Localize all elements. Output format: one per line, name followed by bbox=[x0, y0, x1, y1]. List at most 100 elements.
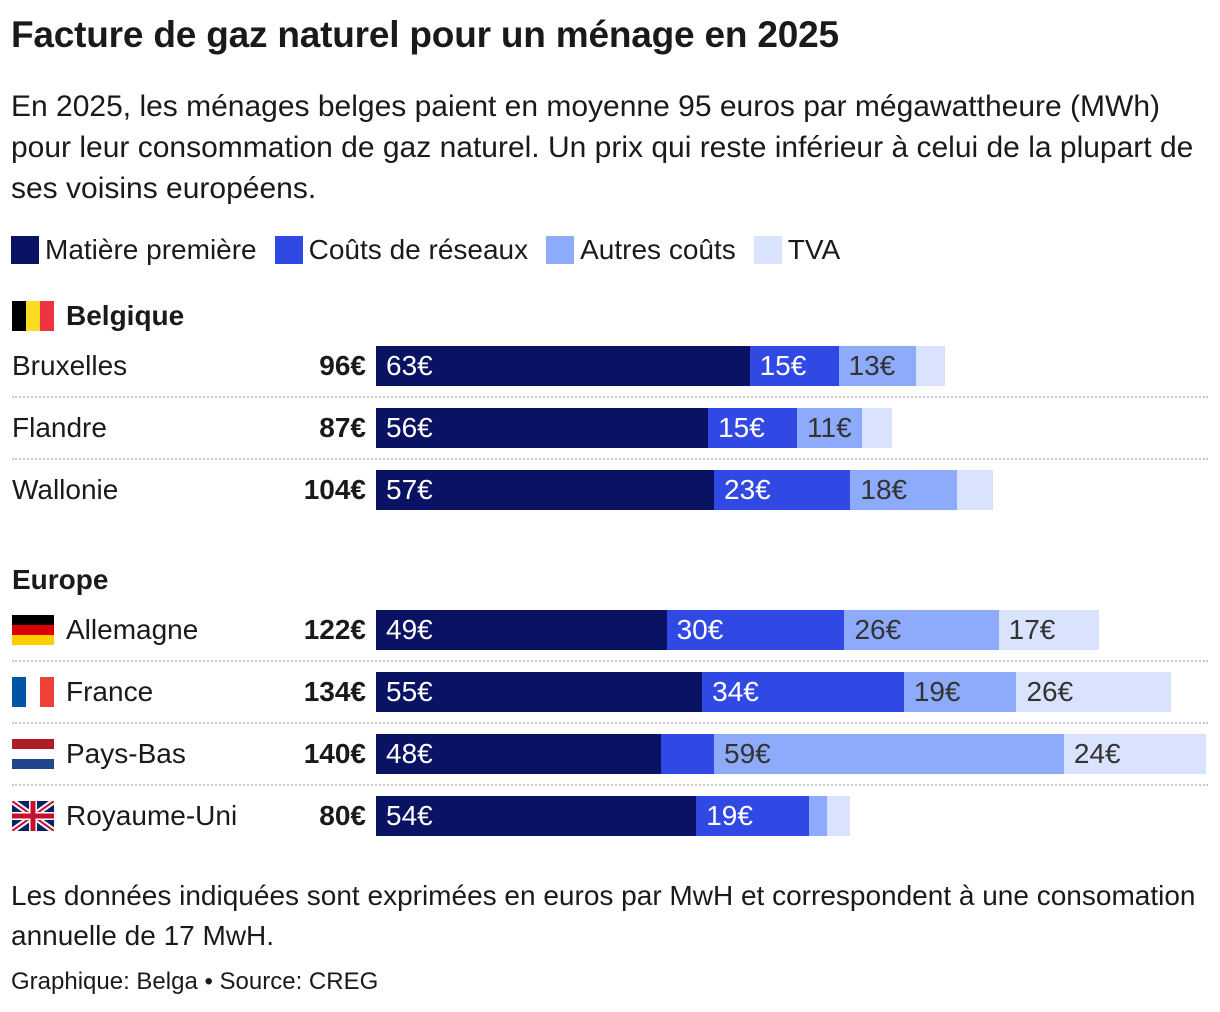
segment-value-label: 26€ bbox=[854, 614, 902, 645]
uk-flag bbox=[12, 801, 54, 831]
row-divider bbox=[12, 722, 1208, 724]
row-label: Flandre bbox=[12, 408, 107, 448]
legend-swatch bbox=[11, 236, 39, 264]
row-label-text: Bruxelles bbox=[12, 350, 128, 381]
stacked-bar: 54€ 19€ bbox=[376, 796, 851, 836]
legend-item: Matière première bbox=[11, 234, 257, 266]
bar-segment: 57€ bbox=[376, 470, 714, 510]
bar-segment bbox=[660, 734, 714, 774]
group-title: Europe bbox=[12, 562, 108, 598]
bar-row: Pays-Bas 140€ 48€ 59€ 24€ bbox=[0, 734, 1220, 774]
segment-value-label: 17€ bbox=[1008, 614, 1056, 645]
segment-value-label: 13€ bbox=[848, 350, 896, 381]
legend-swatch bbox=[274, 236, 303, 264]
bar-segment: 48€ bbox=[376, 734, 661, 774]
bar-segment: 30€ bbox=[666, 610, 845, 650]
row-label: Wallonie bbox=[12, 470, 118, 510]
segment-value-label: 15€ bbox=[718, 412, 765, 443]
legend-swatch bbox=[753, 236, 782, 264]
bar-row: Allemagne 122€ 49€ 30€ 26€ 17€ bbox=[0, 610, 1220, 650]
segment-value-label: 30€ bbox=[676, 614, 724, 645]
row-label-text: Wallonie bbox=[12, 474, 119, 505]
bar-segment: 24€ bbox=[1063, 734, 1207, 774]
segment-value-label: 56€ bbox=[386, 412, 433, 443]
segment-value-label: 18€ bbox=[860, 474, 908, 505]
bar-segment bbox=[826, 796, 851, 836]
segment-value-label: 11€ bbox=[807, 412, 852, 443]
legend-swatch bbox=[546, 236, 575, 264]
stacked-bar: 57€ 23€ 18€ bbox=[376, 470, 993, 510]
row-label: Royaume-Uni bbox=[12, 796, 237, 836]
bar-row: Flandre 87€ 56€ 15€ 11€ bbox=[0, 408, 1220, 448]
nl-flag bbox=[12, 739, 54, 769]
row-label-text: Pays-Bas bbox=[66, 738, 186, 769]
segment-value-label: 49€ bbox=[386, 614, 433, 645]
legend-item: Autres coûts bbox=[546, 234, 736, 266]
segment-value-label: 24€ bbox=[1073, 738, 1121, 769]
bar-segment: 26€ bbox=[1016, 672, 1171, 712]
stacked-bar: 63€ 15€ 13€ bbox=[376, 346, 946, 386]
chart-legend: Matière première Coûts de réseaux Autres c… bbox=[11, 232, 858, 268]
row-label: Bruxelles bbox=[12, 346, 127, 386]
segment-value-label: 57€ bbox=[386, 474, 433, 505]
row-total: 122€ bbox=[303, 614, 366, 645]
bar-segment: 55€ bbox=[376, 672, 703, 712]
legend-label: Matière première bbox=[45, 234, 257, 265]
bar-segment: 26€ bbox=[844, 610, 999, 650]
row-label: France bbox=[12, 672, 153, 712]
legend-item: TVA bbox=[753, 234, 841, 266]
segment-value-label: 19€ bbox=[706, 800, 753, 831]
chart-source: Graphique: Belga • Source: CREG bbox=[11, 968, 379, 995]
be-flag bbox=[12, 301, 54, 331]
stacked-bar: 56€ 15€ 11€ bbox=[376, 408, 892, 448]
row-total: 80€ bbox=[319, 800, 366, 831]
bar-segment bbox=[862, 408, 892, 448]
bar-segment: 15€ bbox=[749, 346, 839, 386]
bar-segment: 59€ bbox=[714, 734, 1064, 774]
row-total: 96€ bbox=[319, 350, 366, 381]
bar-segment: 11€ bbox=[797, 408, 863, 448]
row-label-text: Allemagne bbox=[66, 614, 199, 645]
bar-segment: 49€ bbox=[376, 610, 667, 650]
stacked-bar: 55€ 34€ 19€ 26€ bbox=[376, 672, 1171, 712]
bar-row: Bruxelles 96€ 63€ 15€ 13€ bbox=[0, 346, 1220, 386]
segment-value-label: 23€ bbox=[724, 474, 771, 505]
fr-flag bbox=[12, 677, 54, 707]
bar-segment bbox=[808, 796, 827, 836]
legend-label: TVA bbox=[787, 234, 841, 265]
segment-value-label: 34€ bbox=[712, 676, 759, 707]
bar-segment: 17€ bbox=[998, 610, 1100, 650]
segment-value-label: 54€ bbox=[386, 800, 433, 831]
row-divider bbox=[12, 396, 1208, 398]
bar-segment: 63€ bbox=[376, 346, 750, 386]
bar-segment: 19€ bbox=[903, 672, 1017, 712]
segment-value-label: 55€ bbox=[386, 676, 433, 707]
segment-value-label: 19€ bbox=[913, 676, 961, 707]
group-title-label: Europe bbox=[12, 564, 109, 595]
segment-value-label: 59€ bbox=[724, 738, 771, 769]
chart-title: Facture de gaz naturel pour un ménage en… bbox=[11, 14, 839, 55]
legend-label: Coûts de réseaux bbox=[308, 234, 529, 265]
row-total: 87€ bbox=[319, 412, 366, 443]
row-divider bbox=[12, 784, 1208, 786]
bar-segment: 19€ bbox=[696, 796, 809, 836]
bar-segment: 34€ bbox=[702, 672, 904, 712]
legend-label: Autres coûts bbox=[580, 234, 736, 265]
bar-segment bbox=[957, 470, 993, 510]
legend-item: Coûts de réseaux bbox=[274, 234, 529, 266]
bar-row: Wallonie 104€ 57€ 23€ 18€ bbox=[0, 470, 1220, 510]
bar-row: France 134€ 55€ 34€ 19€ 26€ bbox=[0, 672, 1220, 712]
bar-segment: 56€ bbox=[376, 408, 709, 448]
segment-value-label: 48€ bbox=[386, 738, 433, 769]
bar-segment: 15€ bbox=[708, 408, 798, 448]
chart-subtitle: En 2025, les ménages belges paient en mo… bbox=[11, 90, 1194, 205]
row-label-text: Royaume-Uni bbox=[66, 800, 238, 831]
row-total: 104€ bbox=[303, 474, 366, 505]
row-divider bbox=[12, 458, 1208, 460]
bar-segment: 13€ bbox=[838, 346, 916, 386]
row-label: Allemagne bbox=[12, 610, 198, 650]
bar-segment: 54€ bbox=[376, 796, 697, 836]
chart-note: Les données indiquées sont exprimées en … bbox=[11, 880, 1196, 951]
stacked-bar: 49€ 30€ 26€ 17€ bbox=[376, 610, 1100, 650]
bar-segment: 18€ bbox=[850, 470, 958, 510]
